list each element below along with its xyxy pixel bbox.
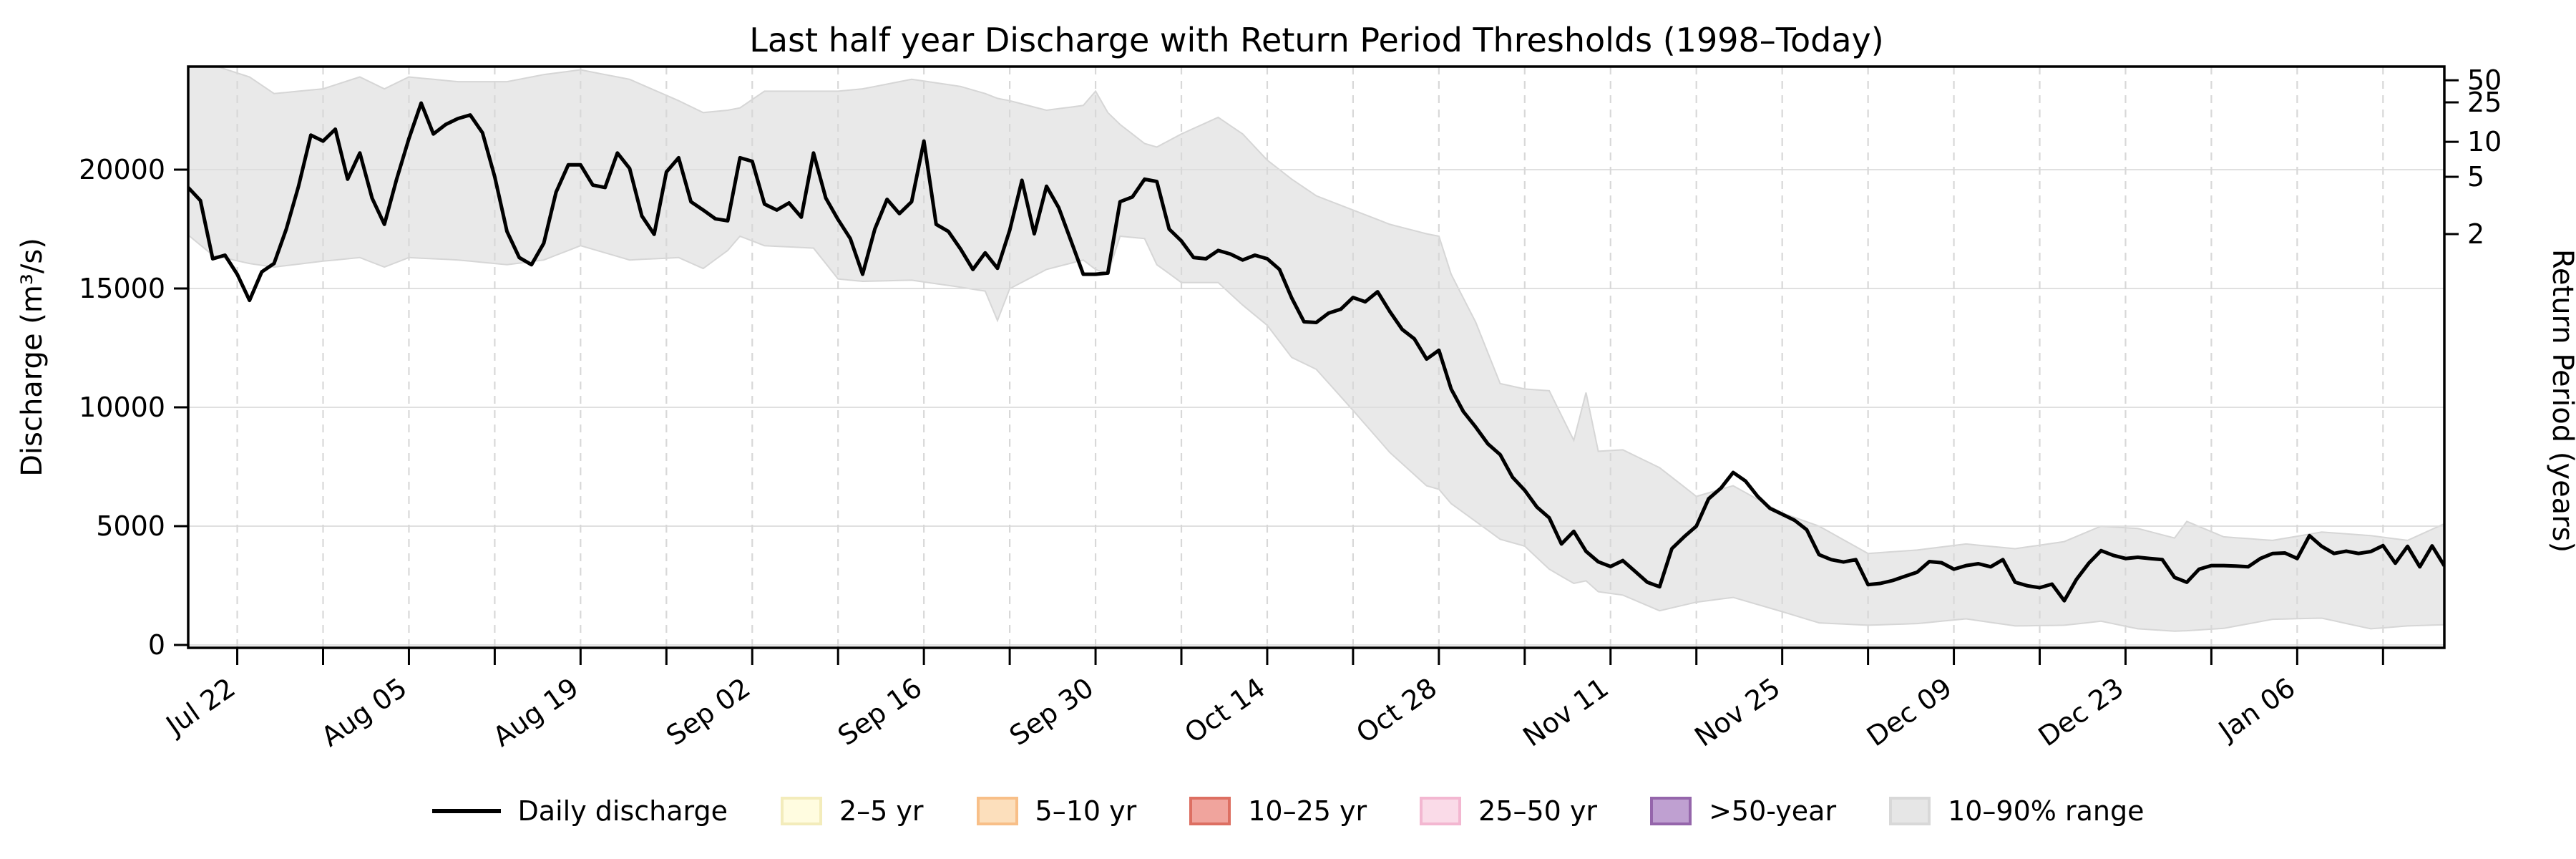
x-tick-label: Dec 09 bbox=[1861, 671, 1958, 752]
y-tick-label: 20000 bbox=[79, 154, 165, 185]
legend-item-5-10-yr: 5–10 yr bbox=[976, 795, 1137, 827]
x-tick-label: Sep 16 bbox=[832, 671, 927, 752]
y2-axis-title: Return Period (years) bbox=[2546, 249, 2576, 553]
plot-border bbox=[187, 65, 2446, 649]
legend-item-label: Daily discharge bbox=[517, 795, 728, 827]
legend-patch-swatch bbox=[1189, 797, 1231, 825]
y2-tick-label: 2 bbox=[2467, 218, 2484, 250]
legend-patch-swatch bbox=[780, 797, 822, 825]
x-tick-label: Nov 11 bbox=[1517, 671, 1614, 752]
y2-tick-label: 25 bbox=[2467, 87, 2502, 118]
chart-title: Last half year Discharge with Return Per… bbox=[749, 21, 1883, 59]
x-tick-label: Jan 06 bbox=[2212, 671, 2301, 747]
x-tick-label: Aug 05 bbox=[316, 671, 413, 752]
legend-item-label: 5–10 yr bbox=[1035, 795, 1137, 827]
y2-tick-label: 5 bbox=[2467, 161, 2484, 193]
axes-spines bbox=[187, 65, 2446, 649]
legend-item-10-90-range: 10–90% range bbox=[1889, 797, 2144, 825]
x-tick-label: Oct 14 bbox=[1179, 671, 1272, 749]
legend-item-25-50-yr: 25–50 yr bbox=[1420, 797, 1597, 825]
y-axis-title: Discharge (m³/s) bbox=[16, 238, 49, 477]
y-tick-label: 0 bbox=[148, 629, 165, 661]
legend-item-10-25-yr: 10–25 yr bbox=[1189, 797, 1367, 825]
legend-patch-swatch bbox=[1889, 797, 1931, 825]
legend-item-label: 2–5 yr bbox=[839, 795, 924, 827]
band-area bbox=[188, 67, 2444, 632]
y-tick-label: 10000 bbox=[79, 392, 165, 423]
y-tick-label: 5000 bbox=[96, 510, 165, 542]
x-tick-label: Jul 22 bbox=[160, 671, 241, 742]
legend-item-label: 10–25 yr bbox=[1248, 795, 1367, 827]
legend-patch-swatch bbox=[976, 797, 1018, 825]
daily-discharge-line bbox=[188, 101, 2444, 603]
legend-item-2-5-yr: 2–5 yr bbox=[780, 795, 924, 827]
gridlines bbox=[188, 67, 2444, 648]
daily-discharge-path bbox=[188, 101, 2444, 603]
legend-item-daily-discharge: Daily discharge bbox=[431, 795, 728, 827]
x-tick-label: Oct 28 bbox=[1350, 671, 1443, 749]
chart-legend: Daily discharge 2–5 yr 5–10 yr 10–25 yr 25–5… bbox=[0, 786, 2576, 836]
legend-line-swatch bbox=[431, 809, 501, 813]
legend-patch-swatch bbox=[1420, 797, 1462, 825]
x-tick-label: Sep 02 bbox=[660, 671, 756, 752]
y2-tick-label: 10 bbox=[2467, 126, 2502, 157]
legend-item-label: 25–50 yr bbox=[1478, 795, 1598, 827]
legend-patch-swatch bbox=[1650, 797, 1692, 825]
y2-tick-label: 50 bbox=[2467, 64, 2502, 96]
y-tick-label: 15000 bbox=[79, 273, 165, 304]
uncertainty-band bbox=[188, 67, 2444, 632]
x-tick-label: Dec 23 bbox=[2033, 671, 2129, 752]
x-tick-label: Aug 19 bbox=[487, 671, 585, 752]
x-tick-labels: Jul 22 Aug 05 Aug 19 Sep 02 Sep 16 Sep 30 Oct … bbox=[160, 671, 2301, 752]
legend-item-label: 10–90% range bbox=[1948, 795, 2145, 827]
x-tick-label: Nov 25 bbox=[1689, 671, 1786, 752]
x-tick-label: Sep 30 bbox=[1004, 671, 1099, 752]
legend-item--50-year: >50-year bbox=[1650, 797, 1836, 825]
legend-item-label: >50-year bbox=[1709, 795, 1837, 827]
axis-ticks bbox=[174, 79, 2459, 665]
y-tick-labels: 0 5000 10000 15000 20000 bbox=[79, 154, 165, 661]
